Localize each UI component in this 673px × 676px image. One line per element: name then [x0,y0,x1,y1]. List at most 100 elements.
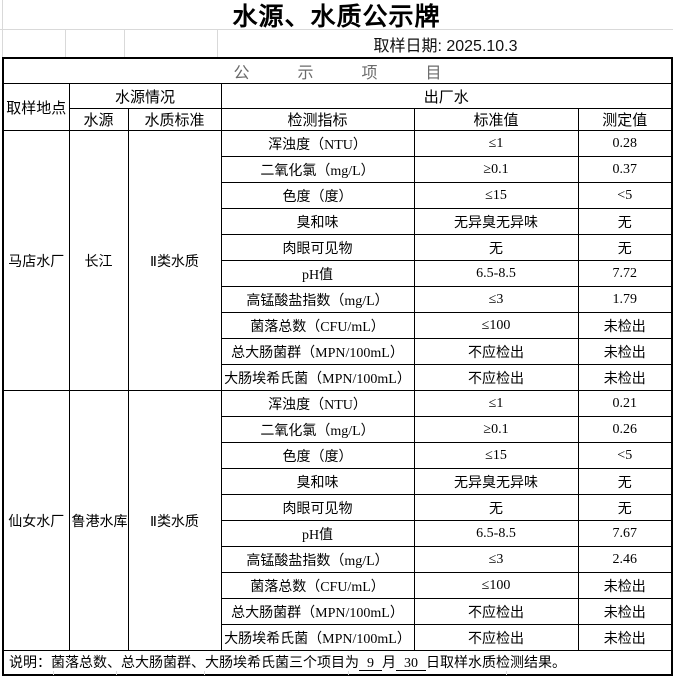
indicator-cell: 二氧化氯（mg/L） [220,156,415,183]
indicator-cell: 臭和味 [220,468,415,495]
measured-cell: <5 [577,442,673,469]
indicator-cell: 高锰酸盐指数（mg/L） [220,546,415,573]
table-row: pH值 6.5-8.5 7.72 [3,260,673,287]
header-row-2: 水源 水质标准 检测指标 标准值 测定值 [3,108,673,131]
header-finished-water: 出厂水 [220,83,673,109]
indicator-cell: 浑浊度（NTU） [220,130,415,157]
grid-line-stub [53,671,54,675]
table-row: 二氧化氯（mg/L） ≥0.1 0.26 [3,416,673,443]
measured-cell: 未检出 [577,572,673,599]
table-row: 菌落总数（CFU/mL） ≤100 未检出 [3,572,673,599]
note-row: 说明：菌落总数、总大肠菌群、大肠埃希氏菌三个项目为 9 月 30 日取样水质检测结果。 [2,650,673,675]
table-row: 高锰酸盐指数（mg/L） ≤3 1.79 [3,286,673,313]
measured-cell: 未检出 [577,624,673,651]
indicator-cell: pH值 [220,260,415,287]
measured-cell: 未检出 [577,312,673,339]
section-header-row: 公 示 项 目 [2,57,673,84]
note-month-blank: 9 [359,657,382,672]
measured-cell: 2.46 [577,546,673,573]
standard-cell: ≤15 [413,442,579,469]
measured-cell: <5 [577,182,673,209]
header-measured-value: 测定值 [577,108,673,131]
table-row: 臭和味 无异臭无异味 无 [3,208,673,235]
empty-grid-cell [66,30,125,57]
table-row: 菌落总数（CFU/mL） ≤100 未检出 [3,312,673,339]
indicator-cell: pH值 [220,520,415,547]
title-row: 水源、水质公示牌 [0,0,673,31]
plant-name: 仙女水厂 [2,390,70,651]
standard-cell: 无 [413,494,579,521]
indicator-cell: 肉眼可见物 [220,234,415,261]
measured-cell: 0.37 [577,156,673,183]
header-source: 水源 [68,108,129,131]
standard-cell: ≤3 [413,286,579,313]
standard-cell: 无异臭无异味 [413,208,579,235]
standard-cell: ≥0.1 [413,156,579,183]
standard-cell: 不应检出 [413,364,579,391]
table-row: 大肠埃希氏菌（MPN/100mL） 不应检出 未检出 [3,364,673,391]
indicator-cell: 总大肠菌群（MPN/100mL） [220,598,415,625]
plant-name: 马店水厂 [2,130,70,391]
standard-cell: 6.5-8.5 [413,520,579,547]
table-row: 大肠埃希氏菌（MPN/100mL） 不应检出 未检出 [3,624,673,651]
grid-line-stub [2,0,3,57]
standard-cell: ≤1 [413,130,579,157]
section-title: 公 示 项 目 [2,57,673,84]
standard-cell: ≤15 [413,182,579,209]
note-suffix: 日取样水质检测结果。 [426,656,566,672]
note-month-unit: 月 [382,656,396,672]
measured-cell: 0.28 [577,130,673,157]
measured-cell: 0.21 [577,390,673,417]
standard-cell: ≤100 [413,312,579,339]
standard-cell: 不应检出 [413,598,579,625]
indicator-cell: 臭和味 [220,208,415,235]
standard-cell: 无异臭无异味 [413,468,579,495]
note-cell: 说明：菌落总数、总大肠菌群、大肠埃希氏菌三个项目为 9 月 30 日取样水质检测结果。 [2,650,673,675]
standard-cell: 不应检出 [413,338,579,365]
grid-line-stub [116,671,117,675]
water-source: 鲁港水库 [68,390,129,651]
table-row: 色度（度） ≤15 <5 [3,182,673,209]
empty-grid-cell [125,30,218,57]
grid-line-stub [204,671,205,675]
indicator-cell: 浑浊度（NTU） [220,390,415,417]
note-day-blank: 30 [396,657,426,672]
grid-line-stub [348,671,349,675]
indicator-cell: 色度（度） [220,182,415,209]
header-standard-value: 标准值 [413,108,579,131]
standard-cell: ≤3 [413,546,579,573]
indicator-cell: 总大肠菌群（MPN/100mL） [220,338,415,365]
table-row: 肉眼可见物 无 无 [3,234,673,261]
note-prefix: 说明：菌落总数、总大肠菌群、大肠埃希氏菌三个项目为 [9,656,359,672]
indicator-cell: 肉眼可见物 [220,494,415,521]
standard-cell: 无 [413,234,579,261]
standard-cell: ≤1 [413,390,579,417]
measured-cell: 无 [577,494,673,521]
measured-cell: 0.26 [577,416,673,443]
date-row: 取样日期: 2025.10.3 [0,30,673,57]
indicator-cell: 菌落总数（CFU/mL） [220,312,415,339]
indicator-cell: 色度（度） [220,442,415,469]
measured-cell: 未检出 [577,364,673,391]
measured-cell: 无 [577,208,673,235]
header-quality-standard: 水质标准 [127,108,222,131]
table-row: 高锰酸盐指数（mg/L） ≤3 2.46 [3,546,673,573]
standard-cell: 不应检出 [413,624,579,651]
measured-cell: 1.79 [577,286,673,313]
page-title: 水源、水质公示牌 [232,3,441,31]
table-row: 二氧化氯（mg/L） ≥0.1 0.37 [3,156,673,183]
measured-cell: 无 [577,234,673,261]
table-row: 色度（度） ≤15 <5 [3,442,673,469]
standard-cell: 6.5-8.5 [413,260,579,287]
water-grade: Ⅱ类水质 [127,390,222,651]
measured-cell: 7.72 [577,260,673,287]
water-source: 长江 [68,130,129,391]
indicator-cell: 二氧化氯（mg/L） [220,416,415,443]
table-row: pH值 6.5-8.5 7.67 [3,520,673,547]
indicator-cell: 菌落总数（CFU/mL） [220,572,415,599]
water-quality-table: 公 示 项 目 取样地点 水源情况 出厂水 水源 水质标准 检测指标 标准值 测… [2,57,673,676]
header-source-info: 水源情况 [68,83,222,109]
measured-cell: 无 [577,468,673,495]
water-grade: Ⅱ类水质 [127,130,222,391]
